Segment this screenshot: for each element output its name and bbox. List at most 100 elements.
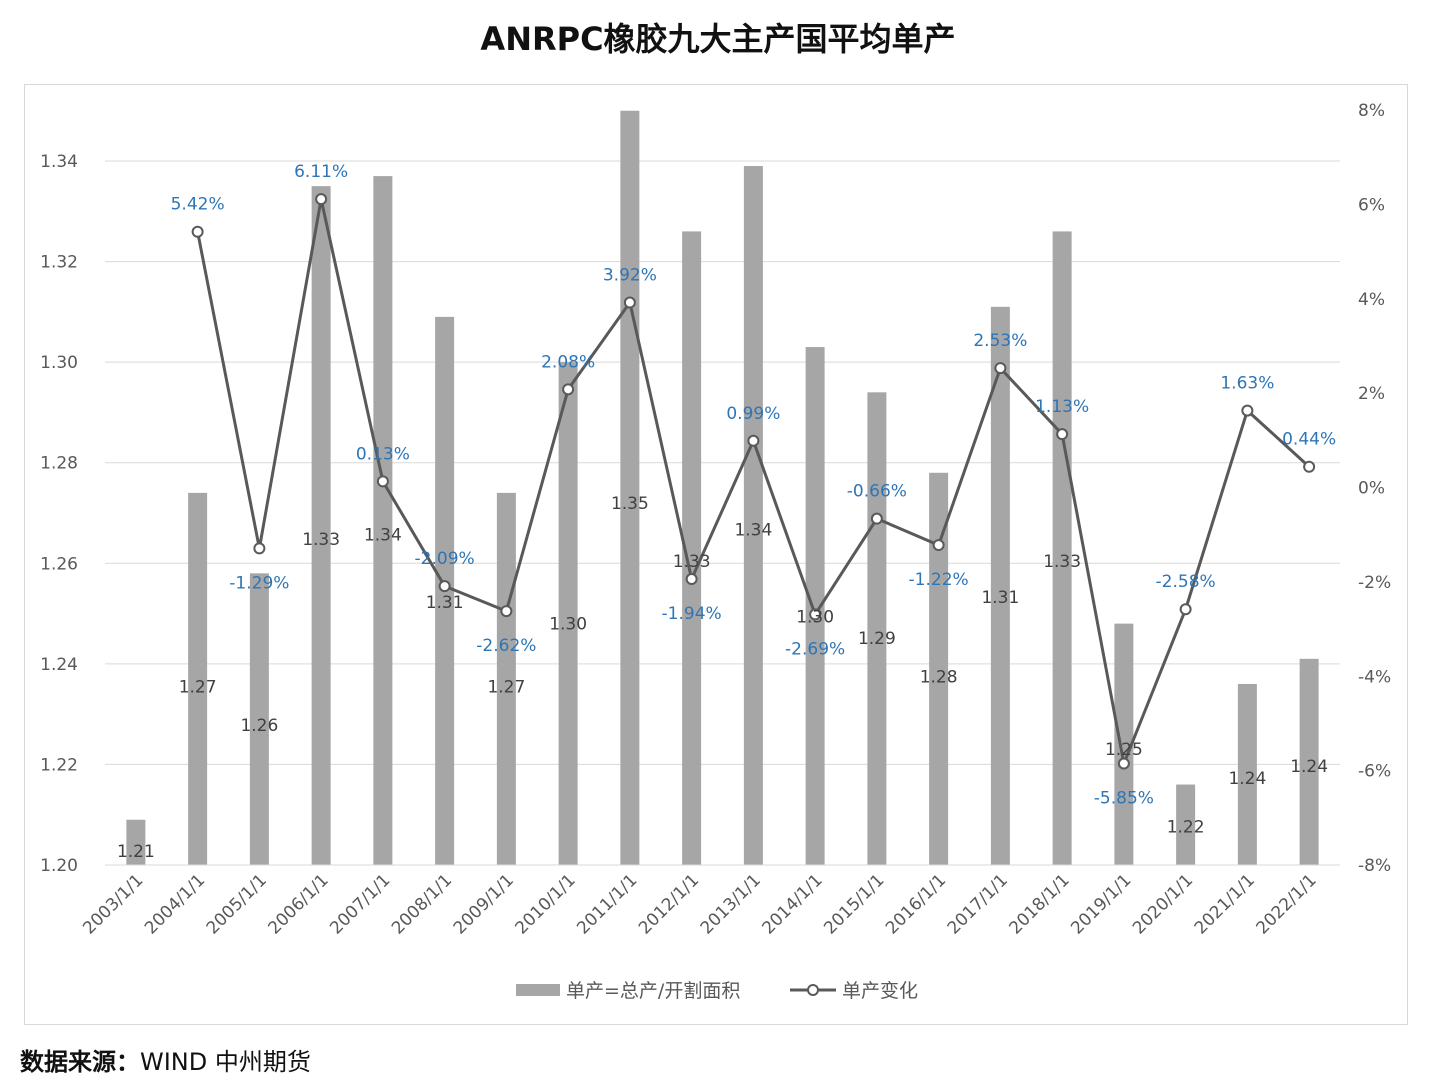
line-point bbox=[747, 434, 760, 447]
bar-value-label: 1.33 bbox=[673, 552, 711, 572]
bar bbox=[126, 819, 146, 865]
change-value-label: 1.63% bbox=[1220, 374, 1274, 394]
change-value-label: 3.92% bbox=[603, 266, 657, 286]
bar bbox=[805, 347, 825, 865]
x-tick-label: 2020/1/1 bbox=[1129, 870, 1197, 938]
y-left-tick-label: 1.20 bbox=[40, 856, 78, 876]
x-tick-label: 2013/1/1 bbox=[697, 870, 765, 938]
y-left-tick-label: 1.26 bbox=[40, 554, 78, 574]
line-point bbox=[932, 539, 945, 552]
line-point bbox=[685, 573, 698, 586]
change-value-label: -2.62% bbox=[476, 636, 536, 656]
bar bbox=[496, 492, 516, 865]
legend-bar-label: 单产=总产/开割面积 bbox=[566, 980, 740, 1002]
x-tick-label: 2007/1/1 bbox=[326, 870, 394, 938]
line-point bbox=[1179, 603, 1192, 616]
bar-value-label: 1.34 bbox=[734, 520, 772, 540]
change-value-label: -2.09% bbox=[415, 549, 475, 569]
bar-value-label: 1.30 bbox=[796, 607, 834, 627]
x-tick-label: 2008/1/1 bbox=[388, 870, 456, 938]
change-value-label: 0.44% bbox=[1282, 430, 1336, 450]
line-point bbox=[191, 225, 204, 238]
chart-title: ANRPC橡胶九大主产国平均单产 bbox=[480, 20, 956, 58]
change-value-label: -2.58% bbox=[1156, 572, 1216, 592]
bar bbox=[682, 231, 702, 865]
line-point bbox=[376, 475, 389, 488]
x-tick-label: 2010/1/1 bbox=[512, 870, 580, 938]
bar-value-label: 1.27 bbox=[487, 677, 525, 697]
x-tick-label: 2005/1/1 bbox=[203, 870, 271, 938]
x-tick-label: 2012/1/1 bbox=[635, 870, 703, 938]
y-left-tick-label: 1.28 bbox=[40, 454, 78, 474]
change-value-label: -1.29% bbox=[229, 573, 289, 593]
y-right-tick-label: -2% bbox=[1358, 573, 1391, 593]
legend-line-label: 单产变化 bbox=[842, 980, 918, 1002]
x-tick-label: 2021/1/1 bbox=[1191, 870, 1259, 938]
bar bbox=[1114, 623, 1134, 865]
bar bbox=[929, 472, 949, 865]
x-tick-label: 2006/1/1 bbox=[265, 870, 333, 938]
y-left-tick-label: 1.22 bbox=[40, 755, 78, 775]
x-tick-label: 2022/1/1 bbox=[1253, 870, 1321, 938]
x-tick-label: 2015/1/1 bbox=[820, 870, 888, 938]
y-right-tick-label: -8% bbox=[1358, 856, 1391, 876]
bar-value-label: 1.25 bbox=[1105, 740, 1143, 760]
change-value-label: 6.11% bbox=[294, 162, 348, 182]
change-value-label: 0.13% bbox=[356, 444, 410, 464]
bar-value-label: 1.24 bbox=[1228, 769, 1266, 789]
bar bbox=[311, 186, 331, 866]
bar bbox=[373, 176, 393, 866]
change-value-label: -1.22% bbox=[909, 570, 969, 590]
bar bbox=[1299, 658, 1319, 865]
bar-value-label: 1.34 bbox=[364, 525, 402, 545]
line-point bbox=[562, 383, 575, 396]
y-left-tick-label: 1.24 bbox=[40, 655, 78, 675]
source-text: WIND 中州期货 bbox=[140, 1048, 311, 1076]
line-point bbox=[315, 193, 328, 206]
bar bbox=[188, 492, 208, 865]
x-tick-label: 2017/1/1 bbox=[944, 870, 1012, 938]
x-tick-label: 2003/1/1 bbox=[79, 870, 147, 938]
line-point bbox=[623, 296, 636, 309]
bar bbox=[558, 362, 578, 865]
legend-line-marker bbox=[807, 984, 819, 996]
y-left-tick-label: 1.34 bbox=[40, 152, 78, 172]
change-value-label: 0.99% bbox=[726, 404, 780, 424]
y-right-tick-label: 6% bbox=[1358, 195, 1385, 215]
y-right-tick-label: 8% bbox=[1358, 101, 1385, 121]
bar-value-label: 1.33 bbox=[1043, 552, 1081, 572]
bar bbox=[867, 392, 887, 865]
line-point bbox=[1241, 404, 1254, 417]
change-value-label: -2.69% bbox=[785, 639, 845, 659]
change-value-label: 2.08% bbox=[541, 352, 595, 372]
line-point bbox=[809, 608, 822, 621]
bar-value-label: 1.30 bbox=[549, 615, 587, 635]
bar-value-label: 1.24 bbox=[1290, 757, 1328, 777]
bar bbox=[990, 306, 1010, 865]
change-value-label: 2.53% bbox=[973, 331, 1027, 351]
source-label: 数据来源： bbox=[20, 1048, 140, 1076]
bar bbox=[743, 166, 763, 865]
bar-value-label: 1.27 bbox=[179, 677, 217, 697]
x-tick-label: 2016/1/1 bbox=[882, 870, 950, 938]
bar bbox=[1052, 231, 1072, 865]
change-value-label: -1.94% bbox=[662, 604, 722, 624]
line-point bbox=[1303, 460, 1316, 473]
y-left-tick-label: 1.30 bbox=[40, 353, 78, 373]
x-tick-label: 2009/1/1 bbox=[450, 870, 518, 938]
y-right-tick-label: 4% bbox=[1358, 290, 1385, 310]
line-point bbox=[1056, 428, 1069, 441]
chart-frame bbox=[24, 84, 1408, 1025]
bar-value-label: 1.21 bbox=[117, 842, 155, 862]
bar-value-label: 1.28 bbox=[920, 668, 958, 688]
bar bbox=[249, 573, 269, 865]
bar-value-label: 1.35 bbox=[611, 494, 649, 514]
x-tick-label: 2011/1/1 bbox=[573, 870, 641, 938]
line-point bbox=[994, 362, 1007, 375]
bar-value-label: 1.31 bbox=[426, 593, 464, 613]
y-right-tick-label: 0% bbox=[1358, 479, 1385, 499]
y-right-tick-label: -6% bbox=[1358, 762, 1391, 782]
change-value-label: 1.13% bbox=[1035, 397, 1089, 417]
bar bbox=[620, 110, 640, 865]
